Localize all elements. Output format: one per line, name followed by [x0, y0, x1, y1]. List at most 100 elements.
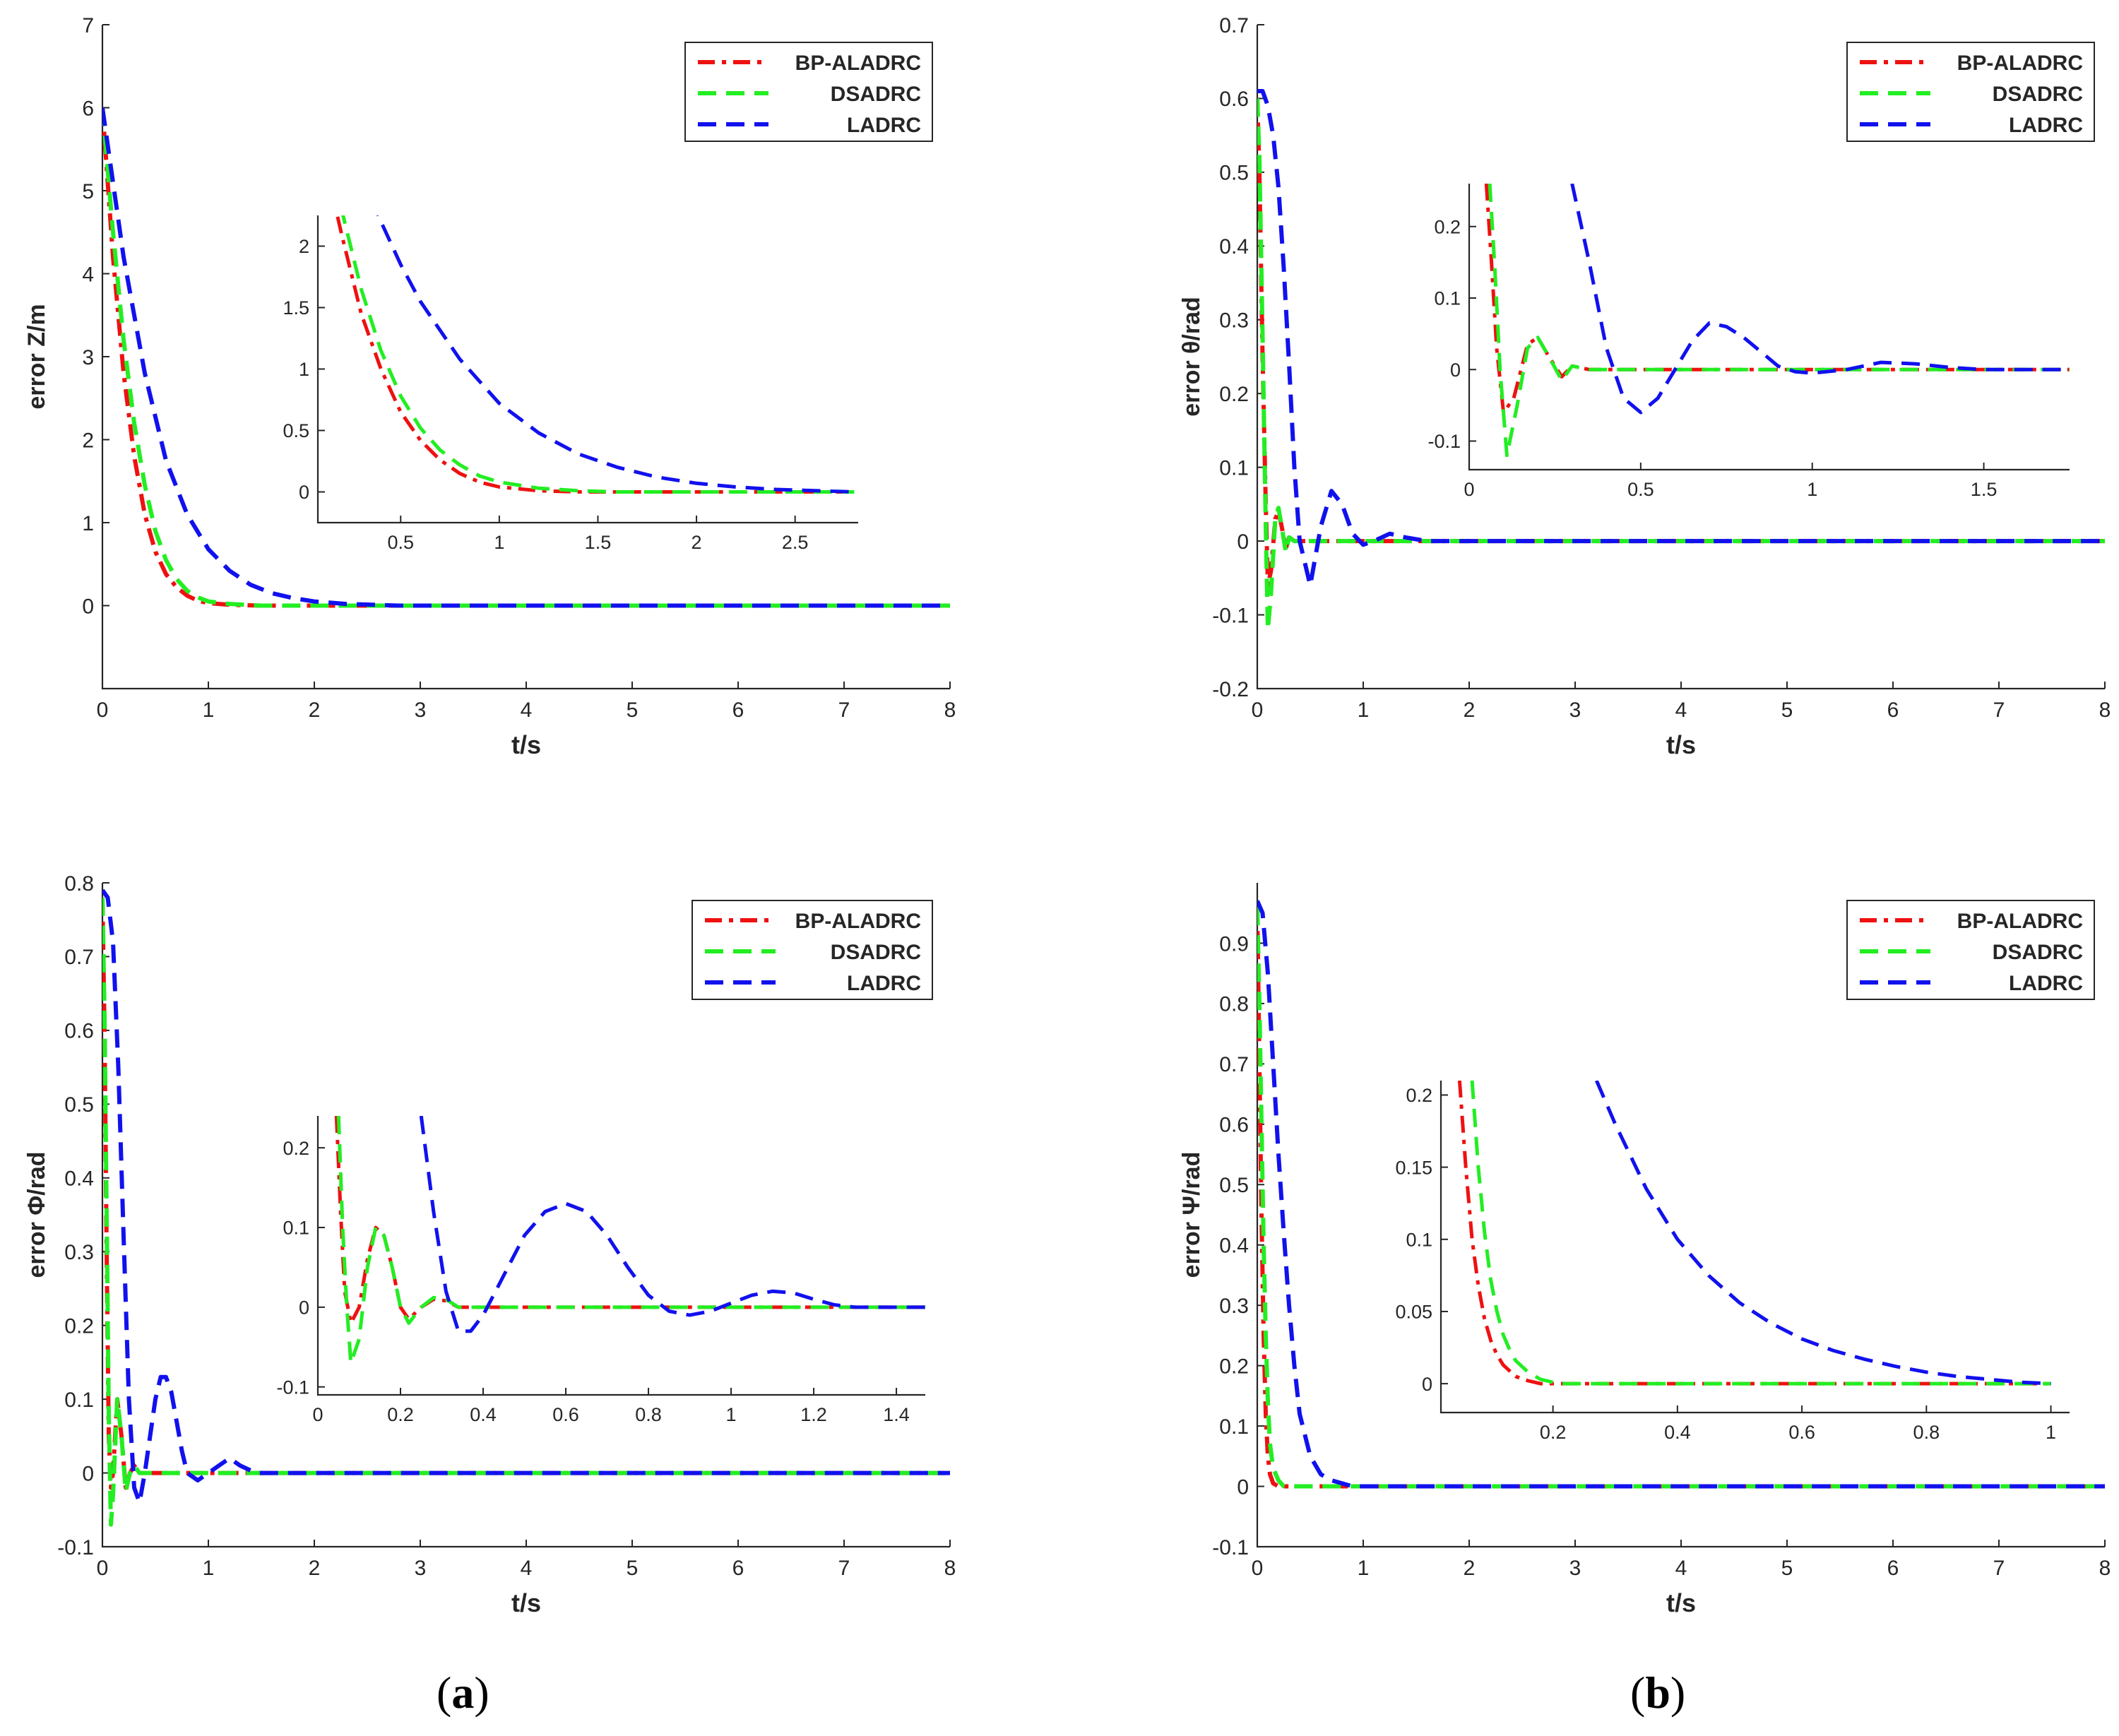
phi-ytick-label: 0.8	[64, 872, 94, 896]
phi-xtick-label: 1	[203, 1557, 215, 1580]
theta-inset-axes: 0 0.5 1 1.5 -0.1 0 0.1 0.2	[1427, 184, 2070, 500]
z-inset-ytick-label: 2	[299, 236, 309, 257]
phi-inset-ytick-label: 0.1	[283, 1218, 309, 1239]
psi-inset-line-bpaladrc	[1457, 1081, 2051, 1386]
z-ytick-label: 2	[82, 429, 94, 452]
z-inset-ytick-label: 0.5	[283, 420, 309, 441]
psi-inset-xtick-label: 0.2	[1540, 1422, 1567, 1443]
phi-legend-label: BP-ALADRC	[795, 910, 921, 933]
psi-inset-xtick-label: 0.8	[1913, 1422, 1940, 1443]
psi-inset-series-group	[1457, 1081, 2051, 1386]
phi-inset-xtick-label: 1.2	[800, 1404, 827, 1425]
z-xtick-label: 5	[627, 698, 639, 722]
psi-line-ladrc	[1257, 900, 2105, 1489]
z-inset-plot-area	[318, 215, 858, 523]
z-inset-axes: 0.5 1 1.5 2 2.5 0 0.5 1 1.5 2	[283, 215, 858, 553]
caption-b-letter: b	[1645, 1667, 1670, 1718]
phi-inset-series-group	[334, 1116, 925, 1365]
phi-legend-label: LADRC	[847, 972, 921, 995]
psi-xtick-label: 2	[1464, 1557, 1476, 1580]
phi-xtick-label: 3	[415, 1557, 427, 1580]
chart-psi: 0 1 2 3 4 5 6 7 8-0.100.10.20.30.40.50.60.70.80.…	[1178, 883, 2111, 1617]
theta-xtick-label: 6	[1887, 698, 1899, 722]
chart-phi: 0 1 2 3 4 5 6 7 8-0.100.10.20.30.40.50.60.70.8t/…	[23, 872, 956, 1617]
phi-ytick-label: 0.7	[64, 946, 94, 969]
psi-inset-plot-area	[1441, 1081, 2070, 1413]
psi-ytick-label: 0.6	[1219, 1114, 1249, 1137]
psi-series-group	[1257, 900, 2105, 1489]
phi-ytick-label: 0.5	[64, 1093, 94, 1117]
z-ytick-label: 3	[82, 346, 94, 369]
psi-legend-label: DSADRC	[1993, 941, 2083, 964]
phi-ytick-label: 0	[82, 1462, 94, 1485]
theta-ytick-label: 0.6	[1219, 88, 1249, 111]
psi-xtick-label: 3	[1569, 1557, 1581, 1580]
theta-inset-xtick-label: 0.5	[1627, 479, 1654, 500]
psi-ytick-label: 0.4	[1219, 1235, 1249, 1258]
z-ytick-label: 0	[82, 595, 94, 618]
theta-xtick-label: 5	[1781, 698, 1793, 722]
z-inset-ytick-label: 0	[299, 482, 309, 503]
psi-ytick-label: 0.2	[1219, 1355, 1249, 1378]
theta-inset-ytick-label: 0.1	[1434, 288, 1461, 309]
z-ytick-label: 4	[82, 263, 94, 286]
caption-a-letter: a	[451, 1667, 475, 1718]
caption-a: (a)	[437, 1667, 489, 1718]
psi-ytick-label: 0.8	[1219, 993, 1249, 1016]
theta-ytick-label: 0.3	[1219, 309, 1249, 333]
z-ytick-label: 7	[82, 14, 94, 37]
z-inset-line-ladrc	[376, 215, 855, 494]
psi-line-bpaladrc	[1257, 907, 2105, 1489]
z-inset-xtick-label: 0.5	[387, 532, 414, 553]
z-legend-label: BP-ALADRC	[795, 52, 921, 75]
psi-xtick-label: 4	[1675, 1557, 1687, 1580]
z-xtick-label: 8	[944, 698, 956, 722]
theta-xtick-label: 0	[1252, 698, 1264, 722]
z-inset-ytick-label: 1	[299, 359, 309, 380]
phi-inset-ytick-label: -0.1	[276, 1377, 309, 1398]
psi-ytick-label: 0.7	[1219, 1053, 1249, 1076]
z-ytick-label: 5	[82, 180, 94, 203]
theta-inset-xtick-label: 1.5	[1971, 479, 1998, 500]
phi-legend: BP-ALADRC DSADRC LADRC	[692, 900, 933, 1000]
theta-xlabel: t/s	[1666, 730, 1696, 759]
theta-inset-series-group	[1484, 184, 2070, 458]
z-series-group	[102, 107, 950, 608]
phi-ytick-label: 0.3	[64, 1241, 94, 1264]
phi-inset-plot-area	[318, 1116, 925, 1395]
theta-xtick-label: 1	[1358, 698, 1370, 722]
z-ytick-label: 1	[82, 512, 94, 535]
psi-inset-ytick-label: 0.1	[1406, 1230, 1432, 1251]
theta-xtick-label: 7	[1993, 698, 2005, 722]
phi-xtick-label: 8	[944, 1557, 956, 1580]
psi-inset-ytick-label: 0	[1422, 1374, 1432, 1395]
phi-inset: 0 0.2 0.4 0.6 0.8 1 1.2 1.4-0.100.10.2	[276, 1116, 925, 1425]
phi-xtick-label: 5	[627, 1557, 639, 1580]
z-xtick-label: 7	[838, 698, 850, 722]
psi-inset-ytick-label: 0.15	[1395, 1157, 1432, 1178]
theta-ytick-label: -0.1	[1212, 604, 1249, 627]
z-inset-series-group	[335, 215, 855, 494]
z-xtick-label: 4	[521, 698, 533, 722]
phi-xtick-label: 7	[838, 1557, 850, 1580]
chart-theta: 0 1 2 3 4 5 6 7 8 -0.2 -0.1 0 0.1 0.2 0.3 0.4 0.5 0.6 0.7 t…	[1178, 14, 2111, 759]
psi-ytick-label: 0.5	[1219, 1174, 1249, 1197]
phi-inset-ytick-label: 0.2	[283, 1138, 309, 1159]
z-xtick-label: 6	[732, 698, 744, 722]
theta-inset-xtick-label: 0	[1464, 479, 1474, 500]
phi-inset-xtick-label: 0.6	[552, 1404, 579, 1425]
theta-ytick-label: 0.7	[1219, 14, 1249, 37]
psi-xtick-label: 8	[2099, 1557, 2111, 1580]
theta-legend-label: DSADRC	[1993, 83, 2083, 106]
psi-inset-ytick-label: 0.2	[1406, 1085, 1432, 1106]
phi-xtick-label: 4	[521, 1557, 533, 1580]
psi-inset-ytick-label: 0.05	[1395, 1302, 1432, 1323]
z-line-dsadrc	[102, 107, 950, 608]
theta-ytick-label: -0.2	[1212, 678, 1249, 701]
phi-ytick-label: 0.6	[64, 1020, 94, 1043]
phi-line-dsadrc	[102, 897, 950, 1527]
theta-ytick-label: 0.2	[1219, 383, 1249, 406]
psi-inset-xtick-label: 1	[2046, 1422, 2056, 1443]
phi-inset-line-dsadrc	[336, 1116, 925, 1365]
phi-inset-xtick-label: 0.2	[387, 1404, 414, 1425]
